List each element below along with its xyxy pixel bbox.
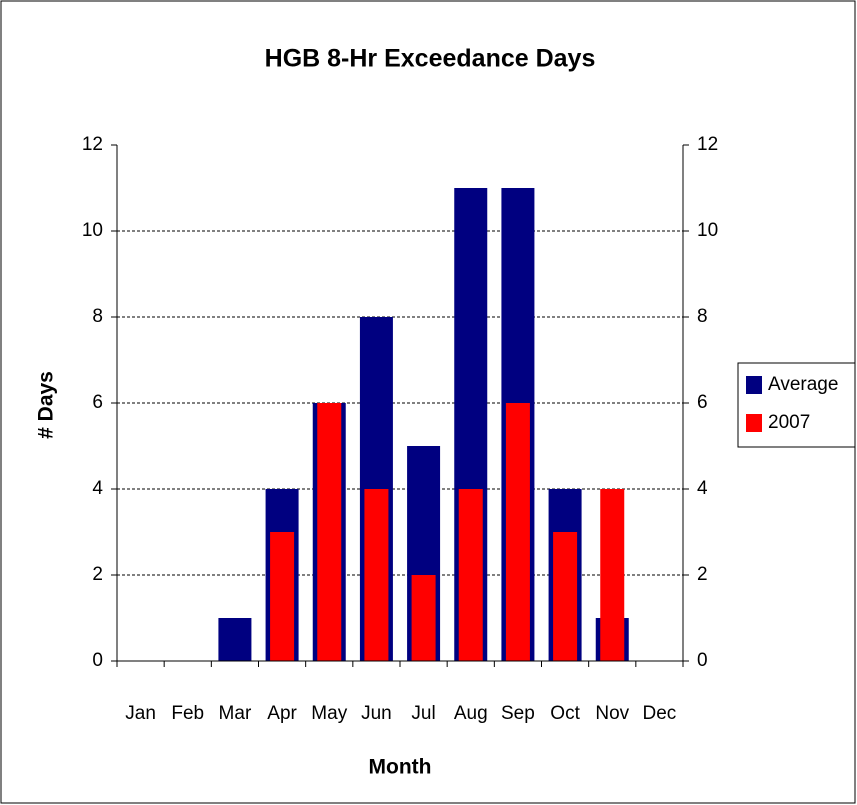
legend-label: Average: [768, 374, 838, 395]
y-axis-title: # Days: [35, 371, 58, 439]
y2-tick-label: 0: [697, 650, 708, 671]
y-tick-label: 2: [92, 564, 103, 585]
x-tick-label: Apr: [267, 703, 297, 724]
bar: [553, 532, 578, 661]
bar: [458, 489, 483, 661]
x-tick-label: Jun: [361, 703, 392, 724]
bar: [505, 403, 530, 661]
x-tick-label: Mar: [219, 703, 252, 724]
x-axis-title: Month: [369, 756, 432, 779]
bar: [317, 403, 342, 661]
legend-label: 2007: [768, 412, 810, 433]
y2-tick-label: 4: [697, 478, 708, 499]
y-tick-label: 10: [82, 220, 103, 241]
x-tick-label: Sep: [501, 703, 535, 724]
y2-tick-label: 6: [697, 392, 708, 413]
legend-swatch: [746, 376, 762, 394]
x-tick-label: Feb: [171, 703, 204, 724]
y2-tick-label: 12: [697, 134, 718, 155]
bar: [411, 575, 436, 661]
y-tick-label: 4: [92, 478, 103, 499]
x-tick-label: Oct: [550, 703, 580, 724]
y-tick-label: 6: [92, 392, 103, 413]
legend-swatch: [746, 414, 762, 432]
y2-tick-label: 2: [697, 564, 708, 585]
chart-title: HGB 8-Hr Exceedance Days: [265, 45, 596, 73]
y-tick-label: 0: [92, 650, 103, 671]
y2-tick-label: 8: [697, 306, 708, 327]
x-tick-label: Jan: [125, 703, 156, 724]
bar: [600, 489, 625, 661]
y-tick-label: 12: [82, 134, 103, 155]
x-tick-label: Dec: [643, 703, 677, 724]
x-tick-label: Jul: [411, 703, 435, 724]
bar: [218, 618, 252, 661]
x-tick-label: May: [311, 703, 347, 724]
bar: [364, 489, 389, 661]
x-tick-label: Nov: [595, 703, 629, 724]
bar: [270, 532, 295, 661]
y-tick-label: 8: [92, 306, 103, 327]
y2-tick-label: 10: [697, 220, 718, 241]
x-tick-label: Aug: [454, 703, 488, 724]
